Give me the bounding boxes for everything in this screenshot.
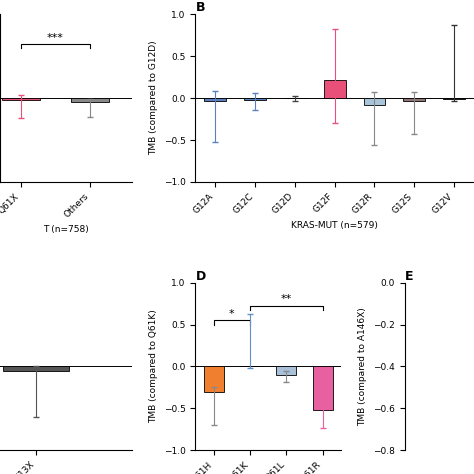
X-axis label: T (n=758): T (n=758) (43, 225, 89, 234)
Bar (403, 98, 425, 100)
Y-axis label: TMB (compared to G12D): TMB (compared to G12D) (149, 41, 158, 155)
Bar (244, 98, 266, 100)
Bar (3, 366, 69, 371)
Bar (313, 366, 333, 410)
X-axis label: KRAS-MUT (n=579): KRAS-MUT (n=579) (291, 221, 378, 230)
Bar (2, 98, 40, 100)
Text: E: E (405, 270, 413, 283)
Y-axis label: TMB (compared to A146X): TMB (compared to A146X) (358, 307, 367, 426)
Bar (71, 98, 109, 102)
Bar (204, 98, 226, 101)
Bar (276, 366, 296, 375)
Text: ***: *** (47, 33, 64, 43)
Text: B: B (195, 1, 205, 14)
Text: *: * (229, 309, 235, 319)
Text: **: ** (281, 294, 292, 304)
Bar (203, 366, 224, 392)
Bar (364, 98, 385, 105)
Y-axis label: TMB (compared to Q61K): TMB (compared to Q61K) (149, 310, 158, 423)
Text: D: D (195, 270, 206, 283)
Bar (443, 98, 465, 99)
Bar (324, 80, 346, 98)
